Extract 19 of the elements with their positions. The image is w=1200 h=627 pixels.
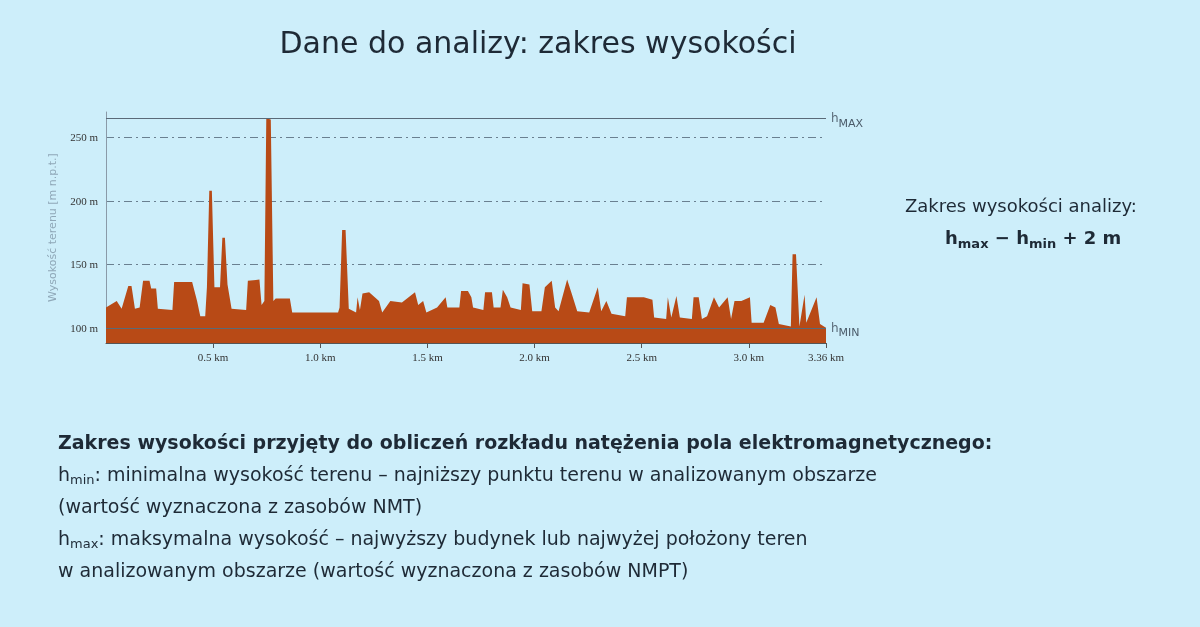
y-tick-label: 200 m	[70, 194, 99, 207]
text: Zakres wysokości analizy:	[905, 194, 1137, 216]
y-tick-label: 100 m	[70, 321, 99, 334]
x-tick-label: 0.5 km	[197, 350, 229, 363]
chart-title: Dane do analizy: zakres wysokości	[279, 24, 797, 60]
text: Zakres wysokości przyjęty do obliczeń rozkładu natężenia pola elektromagnetycznego:	[58, 430, 993, 453]
y-tick-label: 150 m	[70, 258, 99, 271]
ref-line-label: hMAX	[831, 111, 864, 130]
x-tick-label: 3.0 km	[733, 350, 765, 363]
x-tick-label: 1.0 km	[305, 350, 336, 363]
x-tick-label: 3.36 km	[807, 350, 845, 363]
text: w analizowanym obszarze (wartość wyznaczona z zasobów NMPT)	[58, 558, 689, 581]
text: (wartość wyznaczona z zasobów NMT)	[58, 494, 423, 517]
y-axis-title: Wysokość terenu [m n.p.t.]	[46, 153, 59, 302]
x-tick-label: 2.0 km	[519, 350, 551, 363]
ref-line-label: hMIN	[831, 320, 860, 340]
x-tick-label: 1.5 km	[412, 350, 444, 363]
y-tick-label: 250 m	[70, 131, 99, 144]
x-tick-label: 2.5 km	[626, 350, 658, 363]
